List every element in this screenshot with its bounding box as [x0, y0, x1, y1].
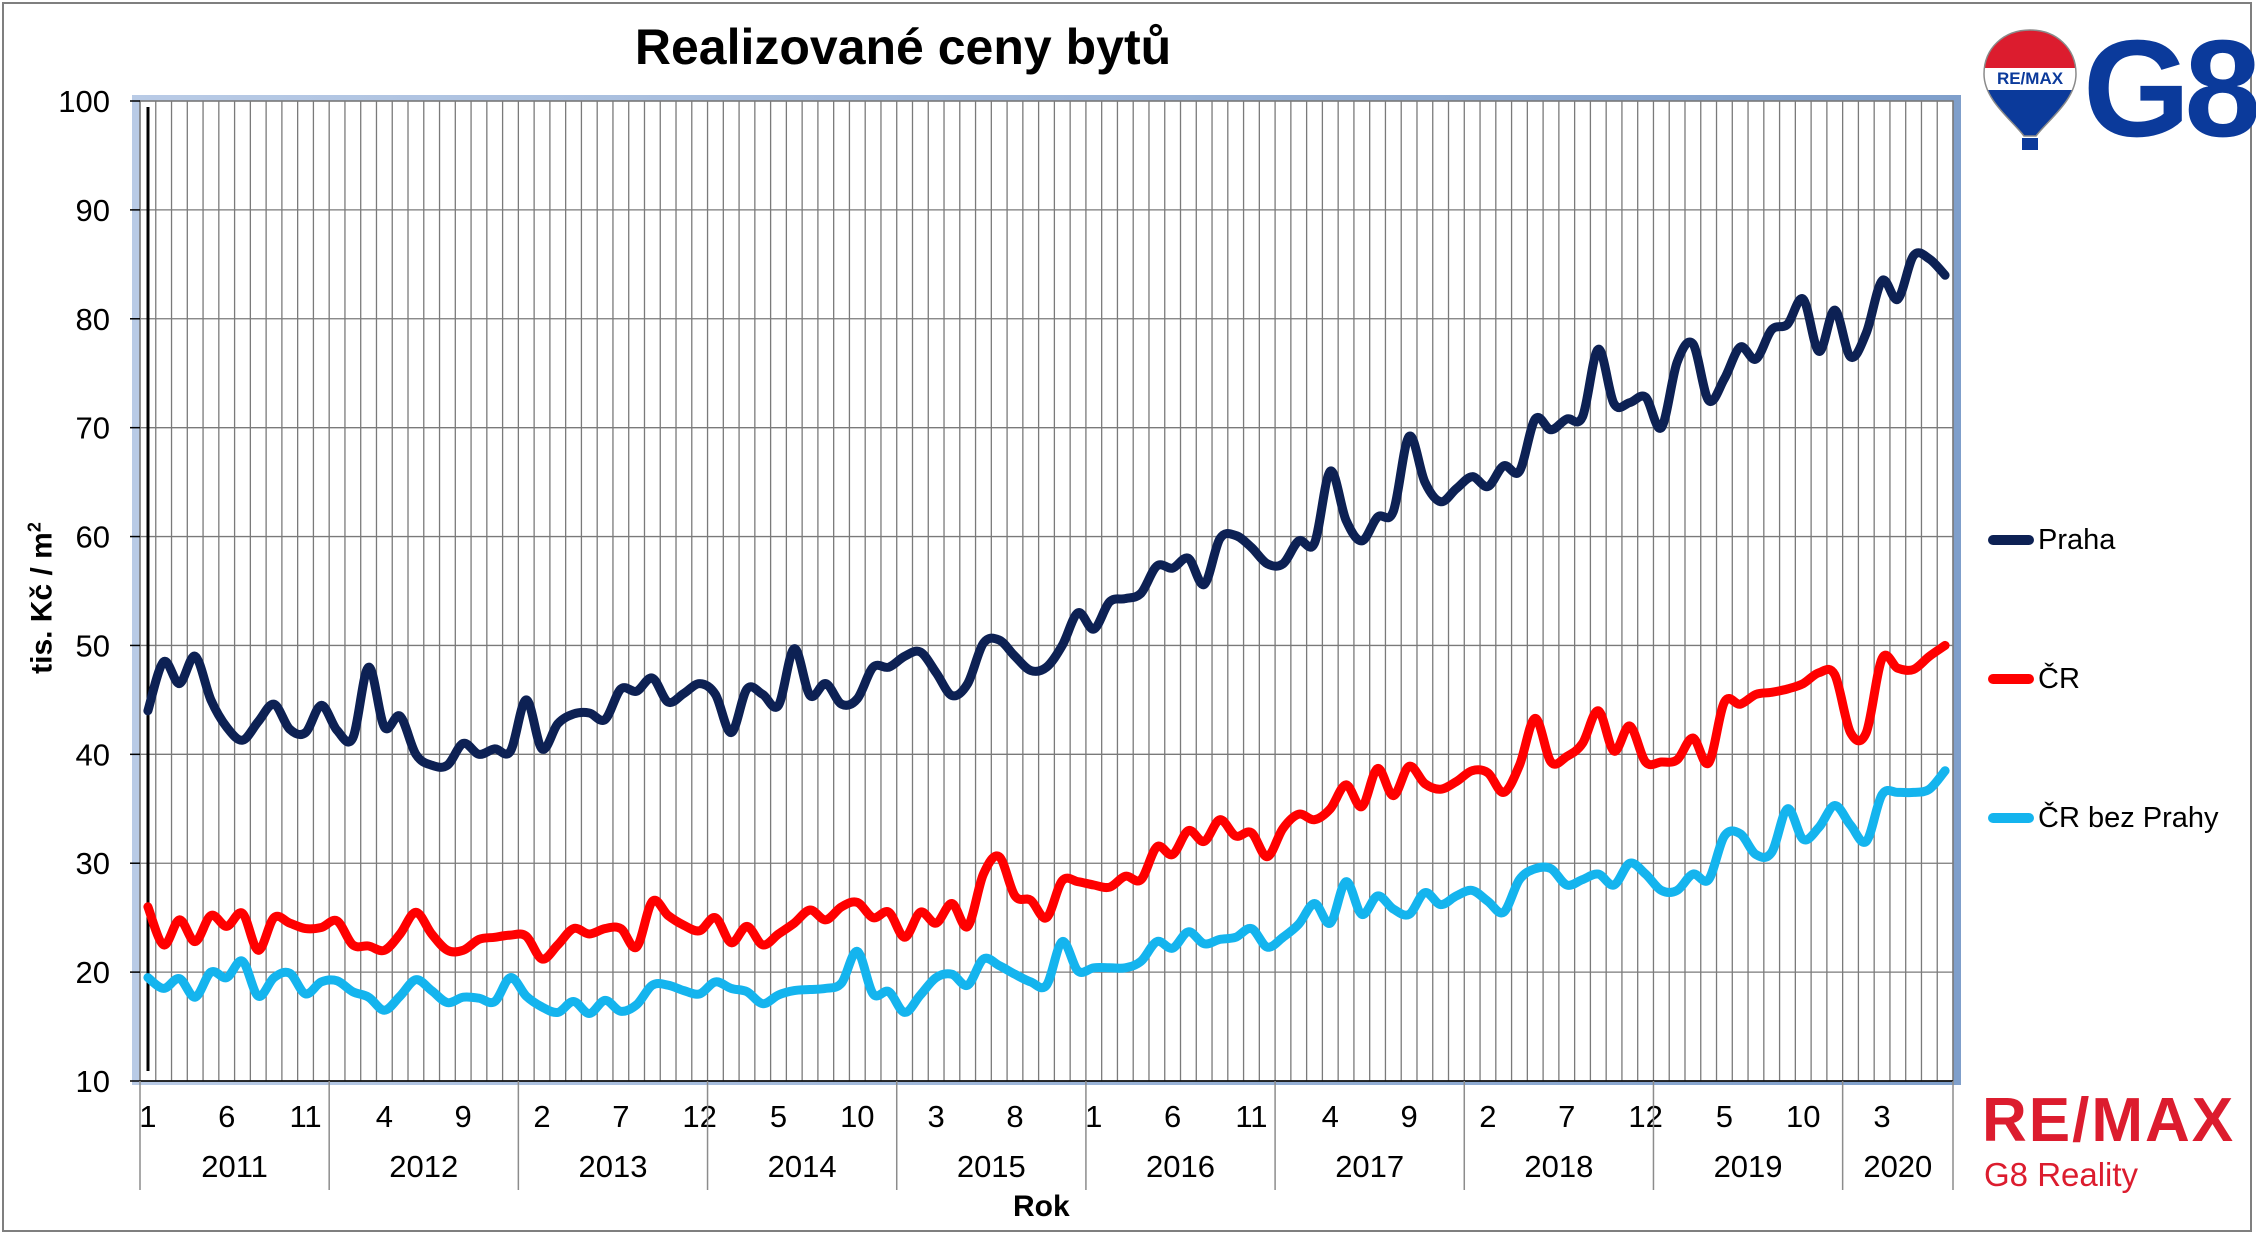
x-tick-label: 2	[533, 1099, 550, 1134]
x-axis-label: Rok	[1013, 1190, 1070, 1223]
x-tick-label: 9	[455, 1099, 472, 1134]
x-tick-label: 12	[682, 1099, 716, 1134]
remax-balloon-icon: RE/MAX	[1983, 29, 2077, 150]
x-tick-label: 10	[840, 1099, 874, 1134]
series	[143, 248, 1950, 1018]
y-tick-label: 20	[76, 955, 110, 990]
x-tick-label: 4	[376, 1099, 393, 1134]
y-tick-label: 10	[76, 1064, 110, 1099]
legend-label-cr: ČR	[2038, 662, 2080, 695]
year-label: 2013	[578, 1149, 647, 1184]
plot-background	[140, 101, 1953, 1081]
legend-swatch-praha	[1988, 535, 2034, 545]
x-tick-label: 11	[289, 1099, 321, 1134]
y-tick-label: 80	[76, 302, 110, 337]
x-tick-label: 2	[1479, 1099, 1496, 1134]
x-tick-label: 1	[139, 1099, 156, 1134]
legend-label-cr-bez-prahy: ČR bez Prahy	[2038, 801, 2219, 834]
year-label: 2011	[201, 1149, 268, 1184]
brand-subtitle: G8 Reality	[1984, 1156, 2139, 1193]
y-tick-label: 30	[76, 846, 110, 881]
year-label: 2020	[1863, 1149, 1932, 1184]
year-label: 2014	[768, 1149, 837, 1184]
y-axis-label: tis. Kč / m2	[24, 522, 59, 674]
y-axis: 10 20 30 40 50 60 70 80 90 100	[58, 84, 140, 1099]
legend-item-cr-bez-prahy: ČR bez Prahy	[1988, 798, 2219, 838]
x-tick-label: 11	[1235, 1099, 1267, 1134]
year-label: 2012	[389, 1149, 458, 1184]
y-tick-label: 70	[76, 411, 110, 446]
y-tick-label: 90	[76, 193, 110, 228]
x-axis: 1 6 11 4 9 2 7 12 5 10 3 8 1 6 11 4 9 2 7 12 5 10 3 2011 2012 201…	[139, 1080, 1954, 1190]
y-tick-label: 100	[58, 84, 110, 119]
x-tick-label: 3	[928, 1099, 945, 1134]
year-label: 2019	[1714, 1149, 1783, 1184]
series-line-praha	[143, 248, 1950, 772]
x-tick-label: 5	[770, 1099, 787, 1134]
legend-item-cr: ČR	[1988, 659, 2080, 699]
y-axis-label-superscript: 2	[24, 522, 45, 533]
x-tick-label: 3	[1873, 1099, 1890, 1134]
x-tick-label: 6	[1164, 1099, 1181, 1134]
x-tick-label: 5	[1716, 1099, 1733, 1134]
x-tick-label: 8	[1006, 1099, 1023, 1134]
year-label: 2015	[957, 1149, 1026, 1184]
g8-logo: G8	[2083, 12, 2256, 166]
legend-label-praha: Praha	[2038, 523, 2116, 556]
plot-area	[132, 95, 1961, 1085]
x-tick-label: 7	[1558, 1099, 1575, 1134]
year-label: 2018	[1524, 1149, 1593, 1184]
series-line-cr	[143, 640, 1950, 964]
y-tick-label: 60	[76, 520, 110, 555]
x-tick-label: 1	[1085, 1099, 1102, 1134]
legend-swatch-cr-bez-prahy	[1988, 813, 2034, 823]
remax-wordmark: RE/MAX	[1982, 1086, 2236, 1155]
x-tick-label: 12	[1628, 1099, 1662, 1134]
y-tick-label: 50	[76, 628, 110, 663]
chart-title: Realizované ceny bytů	[634, 19, 1172, 75]
legend-item-praha: Praha	[1988, 520, 2115, 560]
x-tick-label: 10	[1786, 1099, 1820, 1134]
x-tick-label: 6	[218, 1099, 235, 1134]
x-tick-label: 7	[612, 1099, 629, 1134]
y-tick-label: 40	[76, 737, 110, 772]
balloon-text: RE/MAX	[1997, 69, 2064, 88]
series-line-cr-bez-prahy	[143, 766, 1950, 1018]
year-label: 2017	[1335, 1149, 1404, 1184]
x-tick-label: 9	[1400, 1099, 1417, 1134]
legend-swatch-cr	[1988, 674, 2034, 684]
x-tick-label: 4	[1322, 1099, 1339, 1134]
year-label: 2016	[1146, 1149, 1215, 1184]
